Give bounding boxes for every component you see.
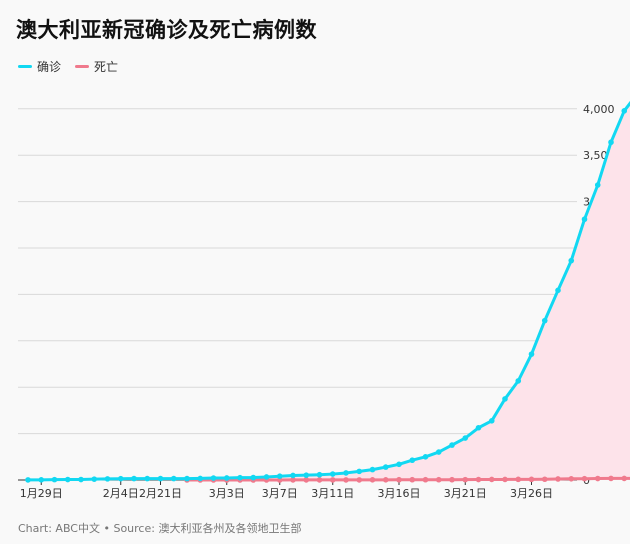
deaths-point bbox=[621, 475, 628, 482]
confirmed-point bbox=[38, 477, 45, 483]
confirmed-point bbox=[316, 471, 323, 478]
deaths-point bbox=[396, 476, 402, 483]
x-tick-label: 1月29日 bbox=[20, 487, 63, 500]
deaths-point bbox=[528, 476, 535, 483]
deaths-point bbox=[449, 476, 455, 483]
confirmed-point bbox=[422, 454, 429, 460]
confirmed-point bbox=[51, 476, 58, 483]
deaths-point bbox=[343, 477, 349, 483]
confirmed-point bbox=[369, 466, 376, 473]
confirmed-point bbox=[462, 435, 469, 441]
confirmed-point bbox=[131, 475, 137, 482]
legend: 确诊 死亡 bbox=[18, 58, 132, 75]
deaths-point bbox=[515, 476, 522, 483]
legend-item-deaths: 死亡 bbox=[75, 58, 118, 75]
confirmed-point bbox=[64, 476, 71, 483]
confirmed-point bbox=[568, 257, 575, 264]
deaths-point bbox=[382, 477, 389, 483]
confirmed-point bbox=[608, 139, 614, 146]
confirmed-point bbox=[104, 476, 111, 482]
confirmed-point bbox=[250, 474, 257, 481]
legend-label-confirmed: 确诊 bbox=[37, 60, 62, 74]
deaths-point bbox=[475, 476, 482, 483]
deaths-point bbox=[435, 476, 442, 483]
deaths-point bbox=[422, 476, 429, 483]
confirmed-point bbox=[197, 475, 204, 482]
confirmed-point bbox=[515, 378, 522, 384]
confirmed-point bbox=[223, 475, 230, 481]
confirmed-point bbox=[409, 457, 416, 464]
confirmed-point bbox=[594, 182, 601, 188]
confirmed-point bbox=[449, 442, 455, 448]
confirmed-point bbox=[621, 108, 628, 114]
x-tick-label: 3月26日 bbox=[510, 487, 553, 500]
deaths-point bbox=[290, 477, 296, 483]
deaths-point bbox=[568, 475, 575, 482]
deaths-point bbox=[502, 476, 508, 483]
confirmed-point bbox=[435, 449, 442, 455]
x-tick-label: 3月3日 bbox=[209, 487, 245, 500]
deaths-point bbox=[329, 477, 336, 483]
deaths-point bbox=[303, 477, 310, 483]
confirmed-point bbox=[356, 468, 363, 475]
confirmed-point bbox=[502, 396, 508, 402]
x-tick-label: 3月21日 bbox=[444, 487, 487, 500]
confirmed-point bbox=[210, 475, 217, 481]
confirmed-point bbox=[170, 475, 177, 482]
x-tick-label: 3月11日 bbox=[311, 487, 354, 500]
confirmed-point bbox=[276, 473, 283, 479]
x-tick-label: 2月4日 bbox=[103, 487, 139, 500]
confirmed-point bbox=[581, 216, 588, 223]
confirmed-point bbox=[541, 317, 548, 324]
confirmed-point bbox=[528, 351, 535, 357]
chart-footer: Chart: ABC中文 • Source: 澳大利亚各州及各领地卫生部 bbox=[18, 522, 302, 535]
legend-label-deaths: 死亡 bbox=[94, 60, 119, 74]
confirmed-point bbox=[25, 477, 31, 483]
chart-title: 澳大利亚新冠确诊及死亡病例数 bbox=[16, 18, 317, 42]
x-tick-label: 3月16日 bbox=[378, 487, 421, 500]
confirmed-point bbox=[117, 475, 124, 482]
confirmed-point bbox=[343, 470, 349, 476]
confirmed-point bbox=[382, 464, 389, 470]
legend-item-confirmed: 确诊 bbox=[18, 58, 61, 75]
confirmed-point bbox=[396, 461, 402, 468]
legend-swatch-deaths bbox=[75, 65, 90, 68]
confirmed-point bbox=[475, 424, 482, 431]
deaths-point bbox=[581, 475, 588, 482]
deaths-point bbox=[462, 476, 469, 483]
deaths-point bbox=[369, 477, 376, 483]
confirmed-point bbox=[303, 472, 310, 478]
confirmed-point bbox=[184, 475, 190, 482]
x-tick-label: 3月7日 bbox=[262, 487, 298, 500]
confirmed-point bbox=[78, 476, 84, 483]
confirmed-point bbox=[329, 471, 336, 477]
confirmed-point bbox=[91, 476, 98, 482]
deaths-point bbox=[594, 475, 601, 482]
deaths-point bbox=[608, 475, 614, 482]
deaths-point bbox=[409, 476, 416, 483]
confirmed-point bbox=[157, 475, 164, 482]
confirmed-area bbox=[28, 103, 630, 480]
confirmed-point bbox=[263, 474, 270, 480]
deaths-point bbox=[316, 477, 323, 483]
y-tick-label: 4,000 bbox=[583, 103, 615, 116]
confirmed-point bbox=[144, 475, 151, 482]
legend-swatch-confirmed bbox=[18, 65, 32, 68]
deaths-point bbox=[555, 476, 561, 482]
deaths-point bbox=[488, 476, 495, 483]
confirmed-point bbox=[488, 417, 495, 424]
x-tick-label: 2月21日 bbox=[139, 487, 182, 500]
confirmed-point bbox=[237, 474, 243, 481]
deaths-point bbox=[541, 476, 548, 483]
confirmed-point bbox=[290, 472, 296, 479]
confirmed-point bbox=[555, 287, 561, 294]
deaths-point bbox=[356, 477, 363, 483]
